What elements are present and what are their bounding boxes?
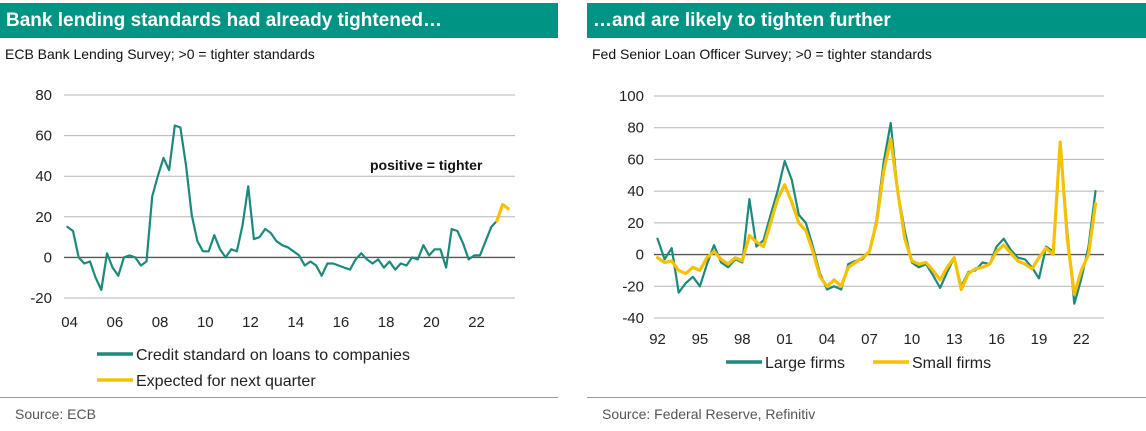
x-tick-label: 20 xyxy=(423,314,440,331)
fed-sloos-chart: -40 -20 0 20 40 60 80 100 92 95 98 01 04 07 10 13 16 19 22… xyxy=(619,88,1104,372)
x-tick-label: 16 xyxy=(333,314,350,331)
chart-panel-left: Bank lending standards had already tight… xyxy=(0,0,558,431)
x-tick-label: 08 xyxy=(152,314,169,331)
x-tick-label: 04 xyxy=(61,314,78,331)
legend-label: Expected for next quarter xyxy=(136,373,316,390)
x-tick-label: 04 xyxy=(819,331,836,348)
y-tick-label: 80 xyxy=(35,87,52,104)
x-tick-label: 07 xyxy=(861,331,878,348)
chart-annotation: positive = tighter xyxy=(370,157,483,173)
x-tick-label: 13 xyxy=(946,331,963,348)
series-line xyxy=(655,137,1098,296)
y-tick-label: 40 xyxy=(35,168,52,185)
x-tick-label: 10 xyxy=(904,331,921,348)
x-tick-label: 12 xyxy=(242,314,259,331)
ecb-lending-chart: -20 0 20 40 60 80 04 06 08 10 12 14 16 18 20 22 Credit s… xyxy=(30,87,515,390)
legend-label: Large firms xyxy=(765,355,845,372)
y-tick-label: 0 xyxy=(44,249,52,266)
x-tick-label: 19 xyxy=(1031,331,1048,348)
x-tick-label: 95 xyxy=(692,331,709,348)
chart-title: Bank lending standards had already tight… xyxy=(0,3,558,38)
chart-subtitle: Fed Senior Loan Officer Survey; >0 = tig… xyxy=(592,46,932,62)
legend-label: Credit standard on loans to companies xyxy=(136,347,410,364)
x-tick-label: 18 xyxy=(378,314,395,331)
source-note: Source: ECB xyxy=(15,406,96,422)
chart-panel-right: …and are likely to tighten further Fed S… xyxy=(587,0,1146,431)
x-tick-label: 98 xyxy=(734,331,751,348)
y-tick-label: 0 xyxy=(636,247,644,264)
x-tick-label: 92 xyxy=(649,331,666,348)
x-tick-label: 01 xyxy=(776,331,793,348)
y-tick-label: 20 xyxy=(35,209,52,226)
legend-label: Small firms xyxy=(912,355,991,372)
y-tick-label: 100 xyxy=(619,88,644,105)
y-tick-label: -20 xyxy=(30,290,52,307)
y-tick-label: 80 xyxy=(627,120,644,137)
x-tick-label: 06 xyxy=(107,314,124,331)
source-divider xyxy=(587,397,1146,398)
x-tick-label: 14 xyxy=(287,314,304,331)
x-tick-label: 16 xyxy=(988,331,1005,348)
y-tick-label: -20 xyxy=(622,278,644,295)
y-tick-label: -40 xyxy=(622,310,644,327)
y-tick-label: 60 xyxy=(627,151,644,168)
source-note: Source: Federal Reserve, Refinitiv xyxy=(602,406,816,422)
x-tick-label: 22 xyxy=(468,314,485,331)
y-tick-label: 60 xyxy=(35,128,52,145)
x-tick-label: 22 xyxy=(1073,331,1090,348)
chart-subtitle: ECB Bank Lending Survey; >0 = tighter st… xyxy=(5,46,315,62)
source-divider xyxy=(0,397,558,398)
chart-title: …and are likely to tighten further xyxy=(587,3,1146,38)
series-line xyxy=(66,124,504,291)
series-line xyxy=(495,203,510,223)
y-tick-label: 40 xyxy=(627,183,644,200)
x-tick-label: 10 xyxy=(197,314,214,331)
y-tick-label: 20 xyxy=(627,215,644,232)
